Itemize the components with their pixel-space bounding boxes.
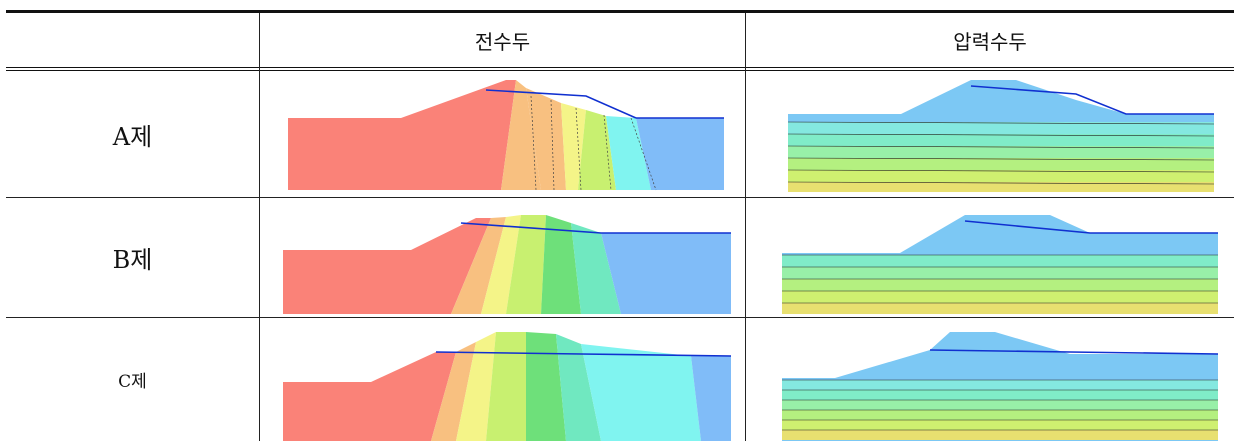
contour-line <box>787 133 1215 137</box>
section-plot-a-pressure <box>787 80 1215 192</box>
row-label-b: B제 <box>112 246 153 274</box>
contour-band <box>571 223 621 314</box>
row-divider <box>6 317 1234 318</box>
section-plot-b-total <box>283 215 731 314</box>
section-plot-c-total <box>283 332 732 441</box>
header-total-head: 전수두 <box>474 29 531 54</box>
equipotential-lines <box>530 95 657 191</box>
contour-band <box>451 217 506 314</box>
contour-band <box>456 332 496 441</box>
header-double-rule <box>6 67 1234 71</box>
contour-band <box>636 118 724 190</box>
figure-a-pressure-head <box>786 78 1216 192</box>
contour-band <box>283 352 456 441</box>
phreatic-line <box>929 349 1219 355</box>
contour-band <box>526 88 566 190</box>
row-label-c: C제 <box>118 372 147 392</box>
figure-b-pressure-head <box>780 203 1220 314</box>
contour-band <box>581 344 701 441</box>
section-plot-b-pressure <box>782 215 1218 314</box>
contour-band <box>782 279 1218 291</box>
contour-band <box>691 356 731 441</box>
contour-band <box>601 233 731 314</box>
contour-band <box>526 332 566 441</box>
contour-band <box>788 146 1214 158</box>
figure-b-total-head <box>281 203 733 314</box>
contour-band <box>788 122 1214 134</box>
phreatic-line <box>435 351 732 357</box>
figure-a-total-head <box>286 78 726 192</box>
phreatic-line <box>485 89 637 119</box>
contour-band <box>501 80 541 190</box>
contour-band <box>606 116 651 190</box>
table-top-rule <box>6 10 1234 13</box>
contour-band <box>481 215 521 314</box>
contour-band <box>782 380 1218 390</box>
contour-band <box>782 410 1218 420</box>
contour-band <box>782 303 1218 314</box>
header-corner-cell <box>6 13 259 67</box>
row-divider <box>6 197 1234 198</box>
column-divider <box>259 13 260 441</box>
contour-band <box>506 215 546 314</box>
contour-band <box>788 158 1214 170</box>
contour-band <box>782 291 1218 303</box>
contour-band <box>782 255 1218 267</box>
contour-line <box>787 181 1215 185</box>
contour-band <box>288 80 516 190</box>
contour-band <box>578 110 616 190</box>
contour-band <box>788 134 1214 146</box>
contour-band <box>782 400 1218 410</box>
contour-band <box>782 420 1218 430</box>
figure-c-total-head <box>281 322 733 441</box>
header-pressure-head: 압력수두 <box>953 29 1027 54</box>
contour-band <box>283 218 491 314</box>
contour-line <box>787 157 1215 161</box>
contour-band <box>782 390 1218 400</box>
phreatic-line <box>964 220 1218 234</box>
contour-band <box>431 342 476 441</box>
contour-band <box>541 215 581 314</box>
contour-band <box>782 267 1218 279</box>
figure-c-pressure-head <box>780 322 1220 441</box>
row-label-a: A제 <box>112 123 153 151</box>
contour-band <box>782 430 1218 440</box>
phreatic-line <box>970 85 1214 115</box>
column-divider <box>745 13 746 441</box>
contour-band <box>486 332 526 441</box>
contour-line <box>787 121 1215 125</box>
section-plot-c-pressure <box>782 332 1219 441</box>
contour-line <box>787 169 1215 173</box>
contour-line <box>787 145 1215 149</box>
contour-band <box>788 170 1214 182</box>
contour-band <box>788 182 1214 192</box>
section-plot-a-total <box>288 80 724 191</box>
contour-band <box>556 334 601 441</box>
phreatic-line <box>460 222 731 234</box>
